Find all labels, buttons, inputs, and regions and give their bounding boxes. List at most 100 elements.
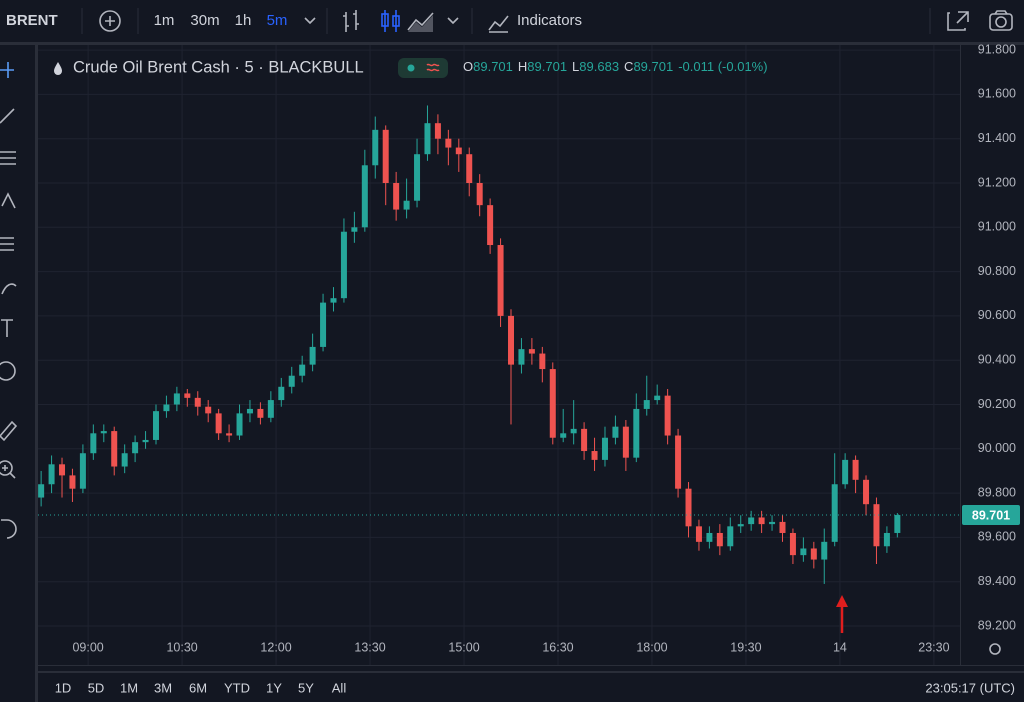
candle-body: [560, 433, 567, 438]
candle-body: [727, 526, 734, 547]
x-tick-label: 16:30: [542, 640, 573, 654]
settings-icon[interactable]: [426, 63, 440, 72]
fullscreen-button[interactable]: [947, 11, 969, 31]
range-button[interactable]: 1M: [120, 680, 138, 695]
pattern-tool[interactable]: [1, 192, 16, 209]
top-toolbar: BRENT 1m 30m 1h 5m Indicators: [0, 8, 1024, 45]
candle-body: [184, 393, 191, 398]
range-button[interactable]: 1Y: [266, 680, 282, 695]
ohlc-text: O89.701 H89.701 L89.683 C89.701 -0.011 (-0.0…: [463, 59, 768, 74]
candle-body: [601, 437, 608, 460]
range-button[interactable]: YTD: [224, 680, 250, 695]
y-tick-label: 89.400: [978, 574, 1016, 588]
candle-body: [758, 517, 765, 525]
range-button[interactable]: 3M: [154, 680, 172, 695]
trendline-tool[interactable]: [0, 108, 15, 124]
candle-body: [831, 484, 838, 542]
ohlc-values: O89.701 H89.701 L89.683 C89.701 -0.011 (-0.0…: [463, 59, 768, 74]
magnet-tool[interactable]: [1, 519, 17, 539]
left-toolbar: [0, 45, 38, 702]
x-tick-label: 19:30: [730, 640, 761, 654]
candle-body: [654, 395, 661, 401]
ohlc-value: 89.683: [579, 59, 619, 74]
candle-body: [111, 431, 118, 467]
range-button[interactable]: 5Y: [298, 680, 314, 695]
interval-dropdown[interactable]: [304, 17, 316, 25]
symbol[interactable]: BRENT: [6, 12, 58, 29]
candle-body: [821, 541, 828, 560]
range-button[interactable]: 5D: [88, 680, 105, 695]
time-axis-settings[interactable]: [989, 643, 1001, 655]
y-tick-label: 90.000: [978, 441, 1016, 455]
range-button[interactable]: 6M: [189, 680, 207, 695]
candle-body: [69, 475, 76, 489]
ohlc-key: H: [518, 59, 527, 74]
candle-body: [48, 464, 55, 485]
y-tick-label: 91.400: [978, 131, 1016, 145]
candle-body: [863, 479, 870, 505]
range-button[interactable]: All: [332, 680, 347, 695]
candle-body: [570, 428, 577, 434]
indicators-button[interactable]: Indicators: [517, 12, 582, 29]
screenshot-button[interactable]: [989, 10, 1013, 31]
interval-button[interactable]: 1m: [154, 12, 175, 29]
fib-tool[interactable]: [0, 151, 16, 165]
candle-body: [695, 526, 702, 542]
candle-body: [789, 532, 796, 556]
candle-body: [445, 138, 452, 148]
candle-body: [675, 435, 682, 489]
candle-body: [79, 453, 86, 489]
indicators-icon[interactable]: [488, 15, 509, 33]
text-tool[interactable]: [1, 319, 13, 337]
candle-body: [466, 154, 473, 183]
candle-body: [518, 349, 525, 365]
candle-body: [633, 408, 640, 458]
icon-tool[interactable]: [0, 361, 16, 381]
candle-body: [267, 400, 274, 418]
area-style-button[interactable]: [407, 12, 434, 32]
candle-body: [163, 404, 170, 412]
candle-body: [508, 315, 515, 365]
y-tick-label: 91.000: [978, 220, 1016, 234]
add-symbol-button[interactable]: [99, 10, 121, 32]
candle-body: [842, 459, 849, 485]
candle-body: [246, 408, 253, 414]
ohlc-value: 89.701: [527, 59, 567, 74]
measure-tool[interactable]: [0, 420, 18, 442]
y-tick-label: 90.600: [978, 308, 1016, 322]
projection-tool[interactable]: [0, 237, 14, 251]
style-dropdown[interactable]: [447, 17, 459, 25]
candle-body: [330, 298, 337, 303]
candle-body: [299, 364, 306, 376]
candles-style-button[interactable]: [381, 10, 400, 32]
brush-tool[interactable]: [1, 283, 17, 295]
interval-button-active[interactable]: 5m: [267, 12, 288, 29]
zoom-tool[interactable]: [0, 460, 16, 479]
chart-legend: Crude Oil Brent Cash · 5 · BLACKBULL O89…: [54, 58, 768, 78]
crosshair-tool[interactable]: [0, 62, 14, 78]
x-tick-label: 14: [833, 640, 847, 654]
y-tick-label: 90.200: [978, 397, 1016, 411]
range-button[interactable]: 1D: [55, 680, 72, 695]
x-tick-label: 18:00: [636, 640, 667, 654]
candle-body: [779, 521, 786, 533]
candle-body: [873, 504, 880, 547]
plot-area: 89.200 89.400 89.600 89.800 90.000 90.200 90.4…: [38, 42, 1024, 666]
candle-body: [487, 205, 494, 246]
candle-body: [622, 426, 629, 458]
bottom-toolbar: 1D 5D 1M 3M 6M YTD 1Y 5Y All 23:05:17 (U…: [38, 671, 1024, 695]
candle-body: [320, 302, 327, 347]
candle-body: [382, 129, 389, 183]
ohlc-value: 89.701: [633, 59, 673, 74]
candle-body: [152, 411, 159, 440]
candle-body: [748, 517, 755, 525]
x-tick-label: 12:00: [260, 640, 291, 654]
interval-button[interactable]: 1h: [235, 12, 252, 29]
candle-body: [90, 433, 97, 454]
candle-body: [549, 369, 556, 438]
interval-button[interactable]: 30m: [190, 12, 219, 29]
visibility-toggle[interactable]: [398, 58, 448, 78]
bars-style-button[interactable]: [343, 10, 359, 32]
candle-body: [737, 524, 744, 527]
candle-body: [351, 227, 358, 232]
